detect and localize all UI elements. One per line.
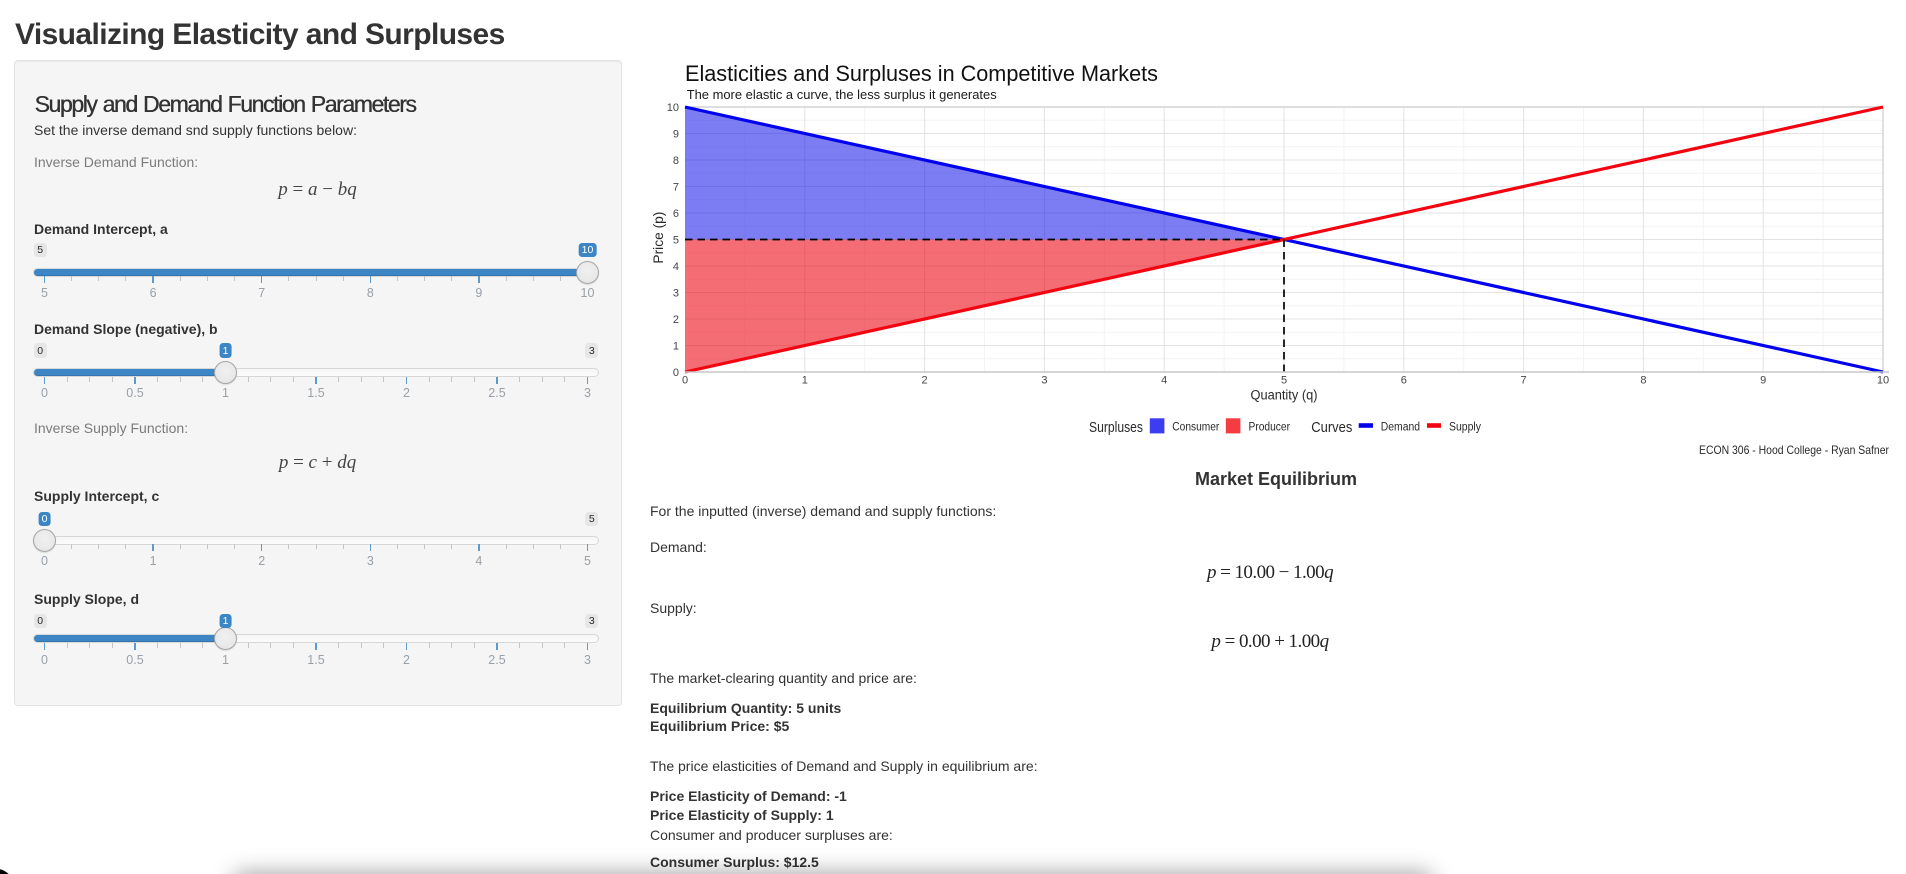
svg-text:1: 1: [673, 340, 679, 352]
svg-text:3: 3: [673, 287, 679, 299]
svg-text:Elasticities and Surpluses in: Elasticities and Surpluses in Competitiv…: [685, 61, 1158, 86]
svg-text:8: 8: [1640, 375, 1646, 387]
svg-text:3: 3: [1041, 375, 1047, 387]
svg-text:Surpluses: Surpluses: [1089, 420, 1143, 436]
svg-text:2: 2: [673, 314, 679, 326]
svg-text:0: 0: [682, 375, 688, 387]
svg-text:0: 0: [673, 367, 679, 379]
svg-text:10: 10: [1877, 375, 1889, 387]
svg-text:8: 8: [673, 155, 679, 167]
svg-text:5: 5: [673, 234, 679, 246]
svg-text:Producer: Producer: [1249, 421, 1291, 433]
svg-text:The more elastic a curve, the: The more elastic a curve, the less surpl…: [687, 87, 997, 102]
svg-text:5: 5: [1281, 375, 1287, 387]
svg-text:6: 6: [673, 208, 679, 220]
svg-text:7: 7: [673, 181, 679, 193]
svg-text:2: 2: [922, 375, 928, 387]
svg-text:ECON 306 - Hood College - Ryan: ECON 306 - Hood College - Ryan Safner: [1699, 443, 1889, 457]
svg-text:4: 4: [673, 261, 679, 273]
svg-text:1: 1: [802, 375, 808, 387]
svg-text:7: 7: [1521, 375, 1527, 387]
svg-text:9: 9: [1760, 375, 1766, 387]
svg-text:10: 10: [667, 102, 679, 114]
svg-text:Curves: Curves: [1311, 420, 1352, 436]
svg-text:9: 9: [673, 128, 679, 140]
svg-text:Quantity (q): Quantity (q): [1251, 388, 1318, 403]
svg-text:Consumer: Consumer: [1172, 421, 1219, 433]
svg-text:Demand: Demand: [1381, 421, 1420, 433]
svg-text:Supply: Supply: [1449, 421, 1481, 433]
svg-text:6: 6: [1401, 375, 1407, 387]
svg-text:4: 4: [1161, 375, 1167, 387]
svg-text:Price (p): Price (p): [651, 212, 666, 264]
